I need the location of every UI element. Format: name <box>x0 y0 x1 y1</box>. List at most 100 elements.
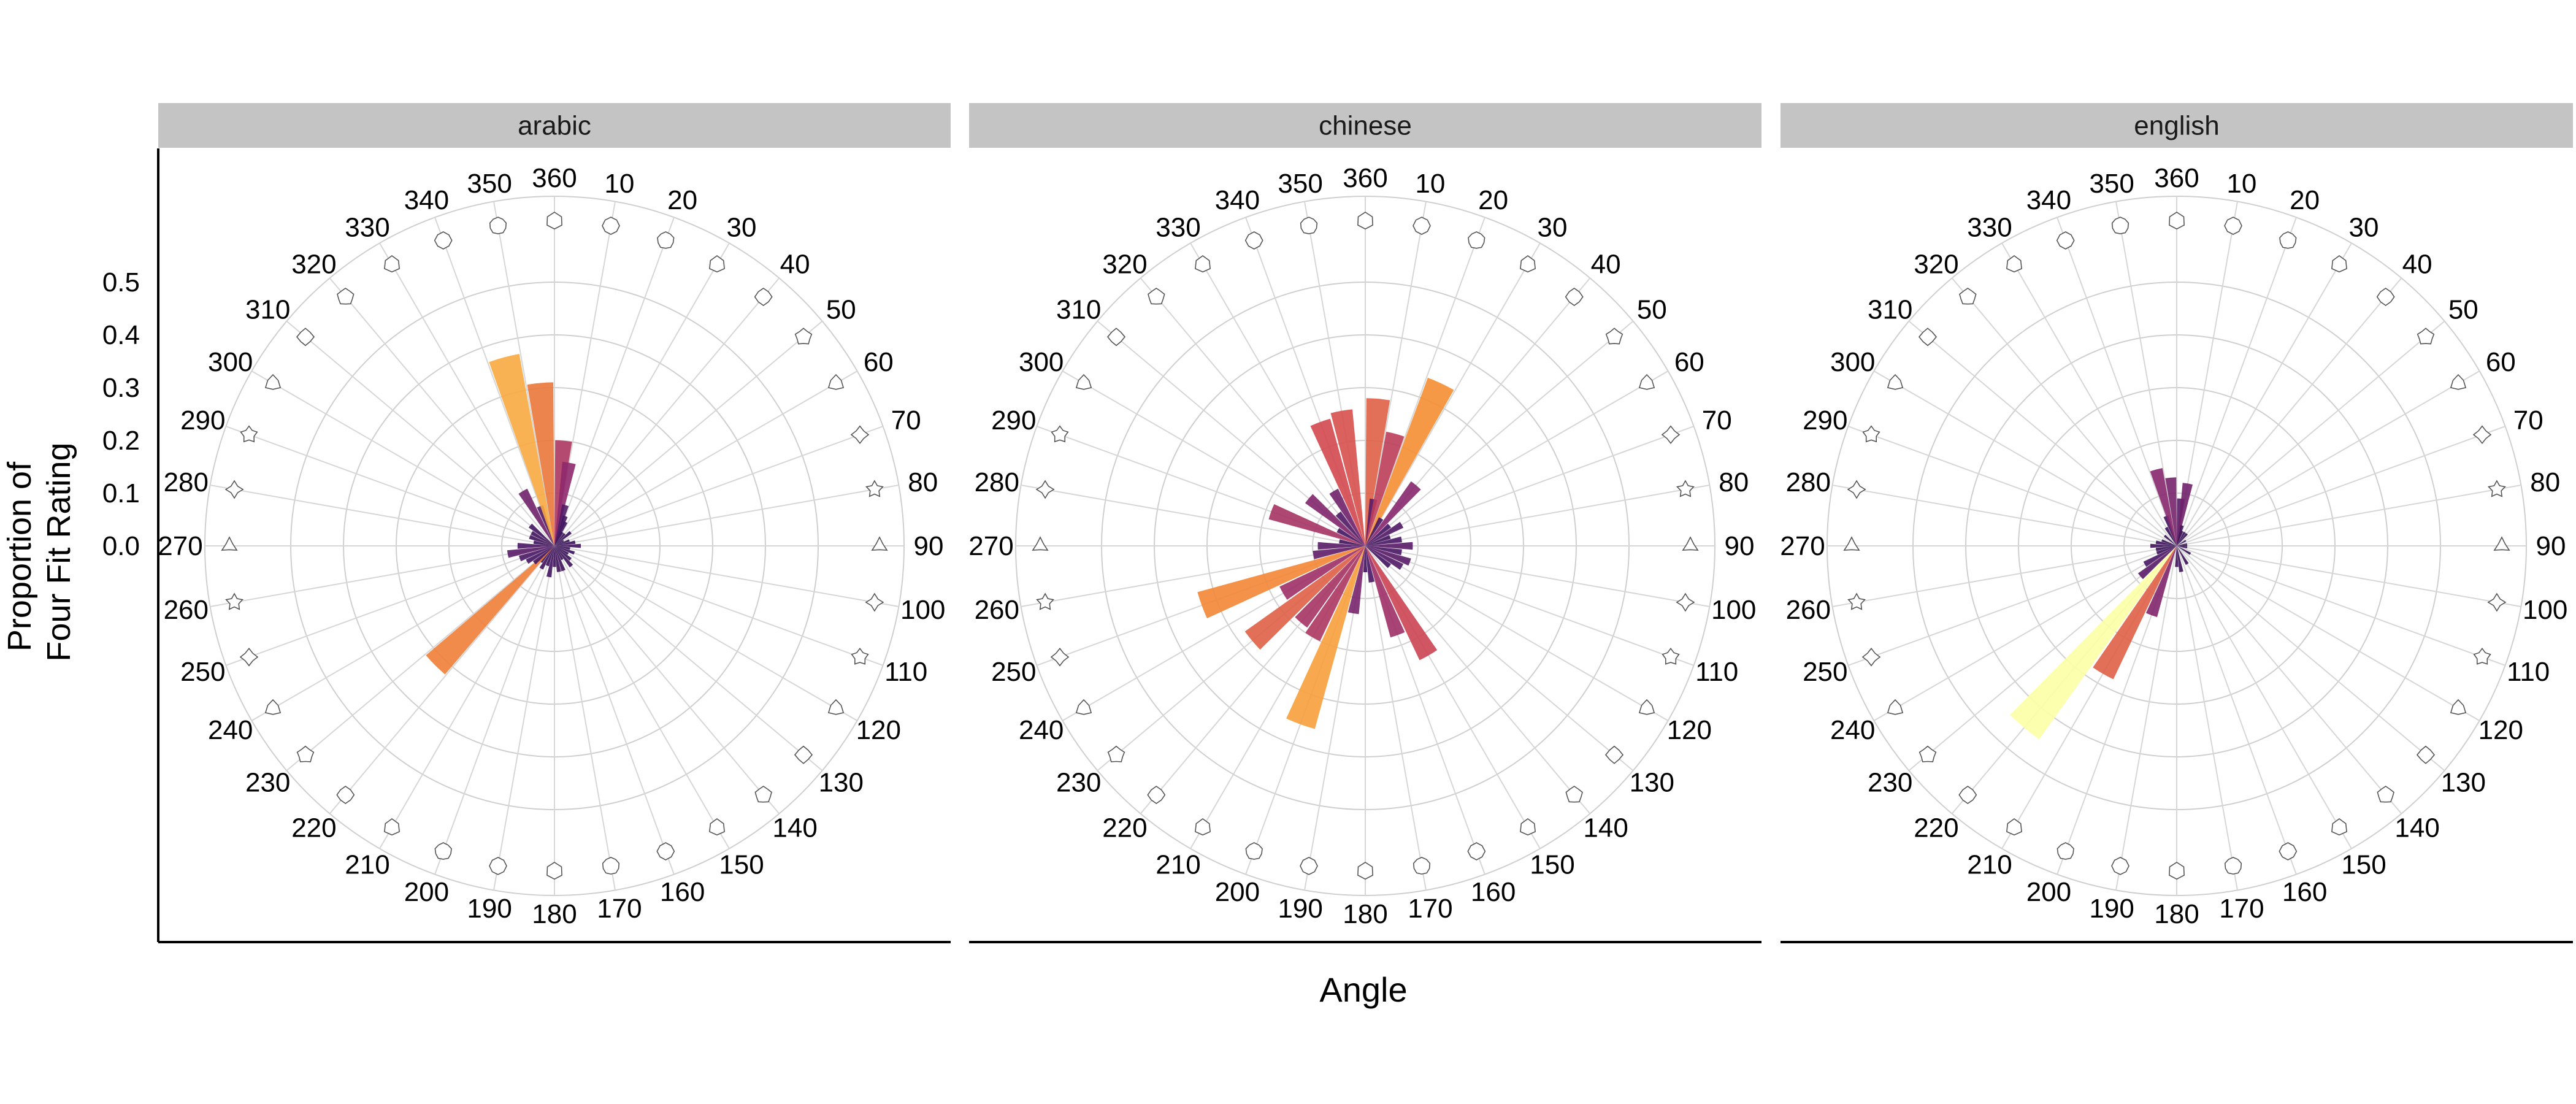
bar-wedge <box>2177 545 2188 547</box>
bar-wedge <box>2165 477 2177 546</box>
bar-wedge <box>1365 536 1402 546</box>
grid-spoke <box>226 545 555 666</box>
y-tick-label: 0.4 <box>102 320 140 350</box>
bar-wedge <box>1335 511 1365 546</box>
grid-spoke <box>493 545 555 891</box>
bar-wedge <box>554 540 576 546</box>
stimulus-shape-marker <box>1605 328 1623 345</box>
bar-wedge <box>1365 431 1405 546</box>
stimulus-shape-marker <box>296 745 315 762</box>
grid-spoke <box>2176 242 2352 546</box>
grid-spoke <box>554 217 675 546</box>
bar-wedge <box>2177 531 2186 546</box>
grid-spoke <box>554 370 858 546</box>
angle-tick-label: 200 <box>2026 877 2071 907</box>
angle-tick-label: 30 <box>727 212 757 242</box>
bar-wedge <box>1305 546 1365 642</box>
stimulus-shape-marker <box>2331 255 2347 273</box>
bar-wedge <box>554 546 573 568</box>
bar-wedge <box>2156 546 2177 555</box>
bar-wedge <box>2163 515 2177 546</box>
angle-tick-label: 330 <box>1967 212 2012 242</box>
angle-tick-label: 300 <box>1830 347 1875 377</box>
bar-wedge <box>533 540 554 546</box>
stimulus-shape-marker <box>1661 425 1681 444</box>
y-axis-title-line-1: Proportion of <box>1 461 38 651</box>
angle-tick-label: 260 <box>975 595 1019 625</box>
angle-tick-label: 110 <box>2507 657 2550 687</box>
angle-tick-label: 320 <box>1914 249 1958 279</box>
grid-spoke <box>2115 201 2177 546</box>
facet-strip-label: english <box>2134 111 2219 141</box>
angle-tick-label: 310 <box>1868 294 1912 324</box>
grid-spoke <box>286 320 555 546</box>
grid-spoke <box>2176 545 2352 849</box>
bar-wedge <box>1365 521 1404 546</box>
angle-tick-label: 250 <box>1803 657 1847 687</box>
bar-wedge <box>2145 546 2177 618</box>
stimulus-shape-marker <box>2331 818 2347 836</box>
stimulus-shape-marker <box>2111 857 2129 875</box>
stimulus-shape-marker <box>1676 480 1695 497</box>
grid-spoke <box>251 545 555 721</box>
grid-spoke <box>554 242 730 546</box>
stimulus-shape-marker <box>1245 842 1263 860</box>
grid-spoke <box>554 545 883 666</box>
grid-spoke <box>2001 242 2177 546</box>
bar-wedge <box>546 546 554 578</box>
angle-tick-label: 60 <box>2486 347 2516 377</box>
stimulus-shape-marker <box>2473 647 2491 665</box>
angle-tick-label: 210 <box>1967 850 2012 880</box>
stimulus-shape-marker <box>1107 745 1125 762</box>
bar-wedge <box>1339 539 1365 546</box>
y-axis-ticks: 0.0 0.1 0.2 0.3 0.4 0.5 <box>102 267 140 561</box>
angle-tick-label: 40 <box>1591 249 1621 279</box>
angle-tick-label: 10 <box>2226 169 2256 199</box>
stimulus-shape-marker <box>1959 288 1977 305</box>
x-axis-title: Angle <box>1319 970 1407 1009</box>
grid-spoke <box>1021 485 1366 546</box>
stimulus-shape-marker <box>656 842 675 861</box>
angle-tick-label: 240 <box>1019 715 1064 745</box>
grid-spoke <box>434 217 555 546</box>
stimulus-shape-marker <box>1520 818 1536 836</box>
grid-spoke <box>1365 201 1427 546</box>
grid-spoke <box>2176 485 2521 546</box>
stimulus-shape-marker <box>1467 842 1486 861</box>
angle-tick-label: 100 <box>2523 595 2567 625</box>
stimulus-shape-marker <box>709 255 725 273</box>
stimulus-shape-marker <box>2169 862 2185 880</box>
stimulus-shape-marker <box>1300 217 1318 235</box>
bar-wedge <box>2093 546 2177 680</box>
stimulus-shape-marker <box>2006 255 2022 273</box>
bar-wedge <box>1365 546 1438 661</box>
y-tick-label: 0.0 <box>102 531 140 561</box>
grid-spoke <box>1908 320 2177 546</box>
bar-wedge <box>1365 546 1375 583</box>
bar-wedge <box>531 531 554 546</box>
angle-tick-label: 330 <box>1156 212 1200 242</box>
stimulus-shape-marker <box>1357 862 1373 880</box>
bar-wedge <box>554 539 570 546</box>
stimulus-shape-marker <box>1918 328 1938 347</box>
angle-tick-label: 250 <box>991 657 1036 687</box>
grid-spoke <box>1140 277 1366 546</box>
bar-wedge <box>532 546 554 565</box>
stimulus-shape-marker <box>2224 217 2242 235</box>
facet-strip <box>969 103 1761 148</box>
angle-tick-label: 130 <box>2441 768 2486 798</box>
bar-wedge <box>1365 546 1402 556</box>
angle-tick-label: 290 <box>180 405 225 435</box>
angle-tick-label: 110 <box>884 657 927 687</box>
grid-spoke <box>210 485 555 546</box>
stimulus-shape-marker <box>865 480 884 497</box>
grid-spoke <box>1848 545 2177 666</box>
angle-tick-label: 230 <box>1868 768 1912 798</box>
angle-tick-label: 230 <box>245 768 290 798</box>
grid-spoke <box>554 545 780 815</box>
angle-tick-label: 260 <box>1786 595 1831 625</box>
bar-wedge <box>554 533 566 546</box>
stimulus-shape-marker <box>434 842 452 860</box>
stimulus-shape-marker <box>2487 592 2507 612</box>
